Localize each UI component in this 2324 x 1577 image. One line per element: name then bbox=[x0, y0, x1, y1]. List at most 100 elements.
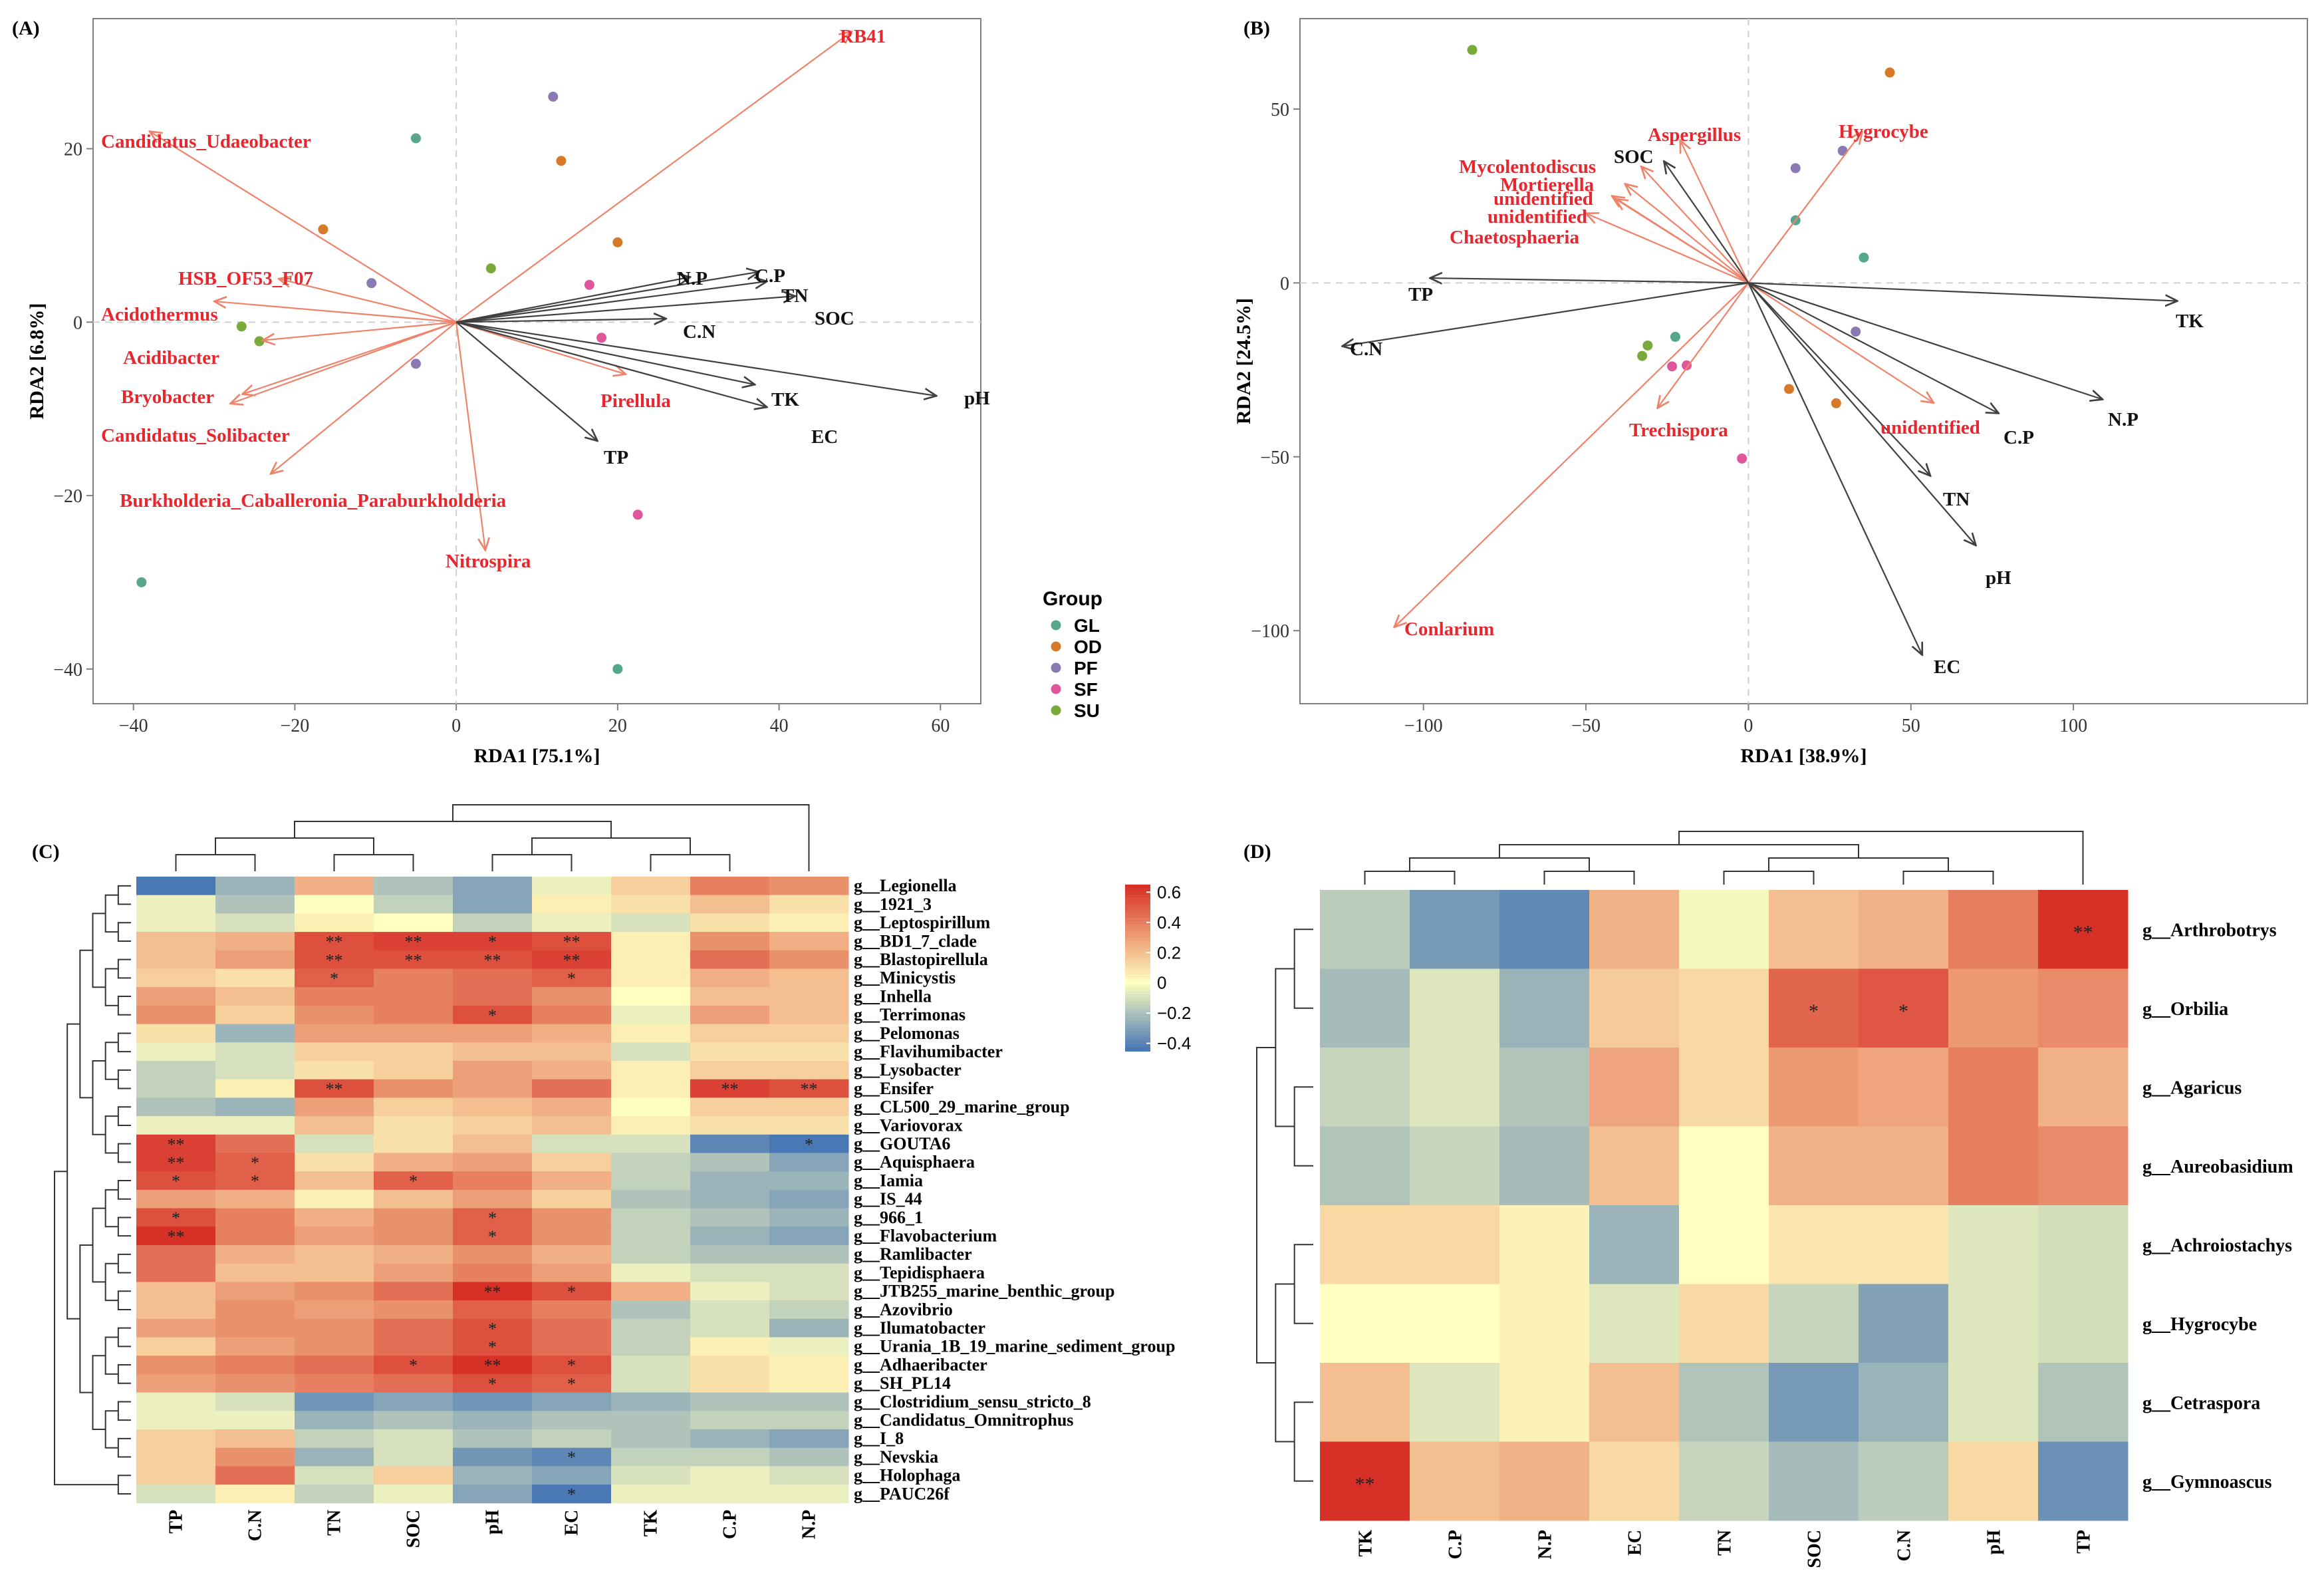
row-dendrogram bbox=[79, 1244, 93, 1393]
taxon-arrow bbox=[1658, 282, 1749, 408]
row-dendrogram bbox=[104, 1115, 118, 1154]
heatmap-cell bbox=[215, 950, 295, 969]
row-dendrogram bbox=[104, 1410, 118, 1449]
env-arrow bbox=[1747, 282, 1998, 413]
heatmap-cell bbox=[690, 1447, 770, 1467]
significance-mark: * bbox=[567, 1356, 576, 1375]
colorbar-segment bbox=[1125, 941, 1150, 945]
heatmap-cell bbox=[136, 1061, 216, 1080]
colorbar-segment bbox=[1125, 971, 1150, 975]
heatmap-cell bbox=[136, 1226, 216, 1246]
heatmap-cell bbox=[611, 1024, 691, 1043]
heatmap-cell bbox=[2038, 1441, 2129, 1521]
taxon-arrow bbox=[455, 322, 485, 550]
y-tick-label: −50 bbox=[1260, 448, 1289, 468]
heatmap-cell bbox=[215, 1097, 295, 1117]
heatmap-cell bbox=[690, 913, 770, 932]
row-dendrogram bbox=[117, 1401, 131, 1421]
heatmap-cell bbox=[611, 1485, 691, 1504]
heatmap-cell bbox=[1589, 1284, 1680, 1363]
heatmap-cell bbox=[1679, 1126, 1769, 1206]
heatmap-cell bbox=[136, 1134, 216, 1153]
taxon-label: Pirellula bbox=[600, 390, 671, 412]
heatmap-cell bbox=[1589, 1048, 1680, 1127]
colorbar-segment bbox=[1125, 981, 1150, 985]
heatmap-cell bbox=[611, 1116, 691, 1135]
heatmap-cell bbox=[769, 1300, 849, 1320]
heatmap-cell bbox=[374, 1116, 453, 1135]
heatmap-cell bbox=[136, 913, 216, 932]
colorbar-segment bbox=[1125, 1024, 1150, 1028]
colorbar-segment bbox=[1125, 905, 1150, 909]
heatmap-cell bbox=[136, 987, 216, 1006]
colorbar-segment bbox=[1125, 1018, 1150, 1022]
heatmap-cell bbox=[453, 1282, 533, 1301]
heatmap-cell bbox=[374, 1134, 453, 1153]
heatmap-cell bbox=[769, 932, 849, 951]
heatmap-cell bbox=[690, 1300, 770, 1320]
heatmap-cell bbox=[295, 1485, 374, 1504]
heatmap-cell bbox=[1589, 890, 1680, 969]
colorbar-tick-label: −0.4 bbox=[1157, 1034, 1191, 1054]
heatmap-cell bbox=[136, 1447, 216, 1467]
heatmap-cell bbox=[611, 1337, 691, 1356]
heatmap-cell bbox=[690, 950, 770, 969]
heatmap-cell bbox=[295, 1116, 374, 1135]
heatmap-cell bbox=[611, 1079, 691, 1098]
heatmap-cell bbox=[136, 1042, 216, 1062]
heatmap-cell bbox=[453, 1429, 533, 1449]
row-label: g__PAUC26f bbox=[854, 1484, 950, 1503]
heatmap-cell bbox=[295, 1042, 374, 1062]
heatmap-cell bbox=[532, 1171, 612, 1191]
legend-label-sf: SF bbox=[1074, 679, 1098, 700]
taxon-label: RB41 bbox=[840, 26, 886, 47]
heatmap-cell bbox=[532, 895, 612, 914]
env-label: N.P bbox=[677, 268, 708, 289]
taxon-arrow bbox=[1747, 132, 1862, 284]
taxon-arrow bbox=[1680, 140, 1749, 283]
heatmap-cell bbox=[1859, 890, 1949, 969]
heatmap-cell bbox=[453, 1300, 533, 1320]
heatmap-cell bbox=[690, 1079, 770, 1098]
heatmap-cell bbox=[136, 1337, 216, 1356]
heatmap-cell bbox=[769, 1208, 849, 1227]
taxon-label: unidentified bbox=[1493, 188, 1593, 210]
env-arrow bbox=[1343, 282, 1749, 346]
significance-mark: ** bbox=[563, 932, 581, 952]
legend-label-su: SU bbox=[1074, 700, 1100, 721]
env-arrow bbox=[455, 321, 936, 396]
heatmap-cell bbox=[453, 987, 533, 1006]
heatmap-cell bbox=[769, 1263, 849, 1282]
heatmap-cell bbox=[453, 1356, 533, 1375]
heatmap-cell bbox=[136, 1263, 216, 1282]
heatmap-cell bbox=[769, 950, 849, 969]
colorbar-segment bbox=[1125, 1001, 1150, 1005]
heatmap-cell bbox=[374, 1153, 453, 1172]
colorbar-segment bbox=[1125, 911, 1150, 915]
row-label: g__Candidatus_Omnitrophus bbox=[854, 1410, 1073, 1429]
heatmap-cell bbox=[374, 1024, 453, 1043]
sample-point-od bbox=[612, 237, 623, 247]
heatmap-cell bbox=[374, 1263, 453, 1282]
heatmap-cell bbox=[215, 913, 295, 932]
heatmap-cell bbox=[215, 1466, 295, 1485]
significance-mark: * bbox=[805, 1135, 813, 1154]
heatmap-cell bbox=[1859, 1048, 1949, 1127]
heatmap-cell bbox=[136, 1356, 216, 1375]
env-label: EC bbox=[811, 426, 838, 448]
heatmap-cell bbox=[295, 1171, 374, 1191]
row-label: g__JTB255_marine_benthic_group bbox=[854, 1282, 1114, 1301]
heatmap-cell bbox=[1859, 1126, 1949, 1206]
rda-plot-bacteria: −40 −20 0 20 40 60 −40 −20 0 20 RDA1 [75.1%] RDA2 [… bbox=[26, 18, 990, 767]
heatmap-cell bbox=[136, 1466, 216, 1485]
heatmap-cell bbox=[295, 1061, 374, 1080]
significance-mark: ** bbox=[405, 950, 422, 970]
heatmap-cell bbox=[215, 1042, 295, 1062]
heatmap-cell bbox=[1320, 1205, 1410, 1284]
significance-mark: * bbox=[172, 1209, 180, 1228]
significance-mark: ** bbox=[326, 1079, 343, 1099]
heatmap-cell bbox=[1499, 1048, 1590, 1127]
row-label: g__Holophaga bbox=[854, 1466, 960, 1485]
row-dendrogram bbox=[92, 1060, 106, 1135]
taxon-label: Candidatus_Udaeobacter bbox=[101, 131, 311, 152]
